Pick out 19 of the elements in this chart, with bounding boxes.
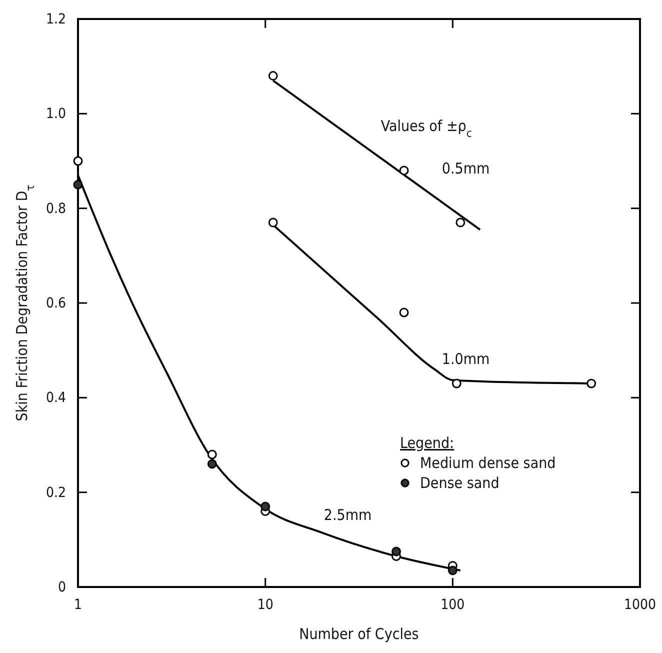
annotation: Values of ±ρ$_{c}$ [380,117,472,140]
y-tick-label: 0.6 [46,295,66,312]
legend-label: Dense sand [420,474,500,492]
y-tick-label: 1.2 [46,11,66,28]
y-tick-label: 0 [58,579,66,596]
legend-title: Legend: [400,434,454,452]
y-tick-label: 0.4 [46,390,66,406]
annotation: 1.0mm [442,350,490,368]
x-tick-label: 10 [257,596,274,613]
legend-label: Medium dense sand [420,454,556,472]
annotation: 2.5mm [324,506,372,524]
y-tick-label: 1.0 [46,106,66,122]
y-tick-label: 0.2 [46,484,66,501]
annotation: 0.5mm [442,160,490,178]
x-axis-title: Number of Cycles [299,625,419,643]
x-tick-label: 1000 [624,596,656,613]
x-tick-label: 1 [74,596,82,613]
x-tick-label: 100 [440,596,465,613]
y-tick-label: 0.8 [46,200,66,217]
